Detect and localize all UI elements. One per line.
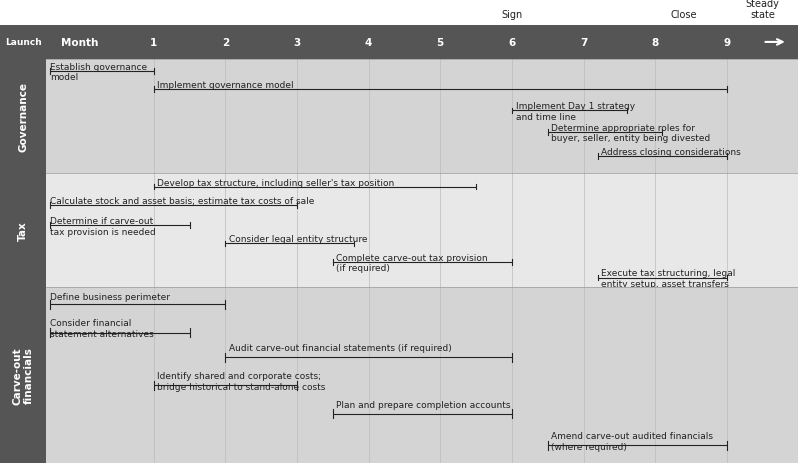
Text: Month: Month <box>61 38 98 48</box>
Text: Consider legal entity structure: Consider legal entity structure <box>229 235 367 244</box>
Text: 6: 6 <box>508 38 515 48</box>
Text: Determine if carve-out
tax provision is needed: Determine if carve-out tax provision is … <box>50 217 156 236</box>
Text: Carve-out
financials: Carve-out financials <box>13 346 34 404</box>
Text: Plan and prepare completion accounts: Plan and prepare completion accounts <box>337 400 511 409</box>
Text: Governance: Governance <box>18 82 28 152</box>
Text: Implement governance model: Implement governance model <box>158 81 294 89</box>
Text: 7: 7 <box>580 38 587 48</box>
Text: 2: 2 <box>222 38 229 48</box>
Text: Audit carve-out financial statements (if required): Audit carve-out financial statements (if… <box>229 344 452 352</box>
Text: Define business perimeter: Define business perimeter <box>50 292 170 301</box>
Text: 8: 8 <box>651 38 658 48</box>
Text: Complete carve-out tax provision
(if required): Complete carve-out tax provision (if req… <box>337 253 488 272</box>
Text: Close: Close <box>670 10 697 20</box>
Text: Amend carve-out audited financials
(where required): Amend carve-out audited financials (wher… <box>551 432 714 450</box>
Text: Tax: Tax <box>18 220 28 240</box>
Text: 1: 1 <box>150 38 158 48</box>
Text: Consider financial
statement alternatives: Consider financial statement alternative… <box>50 319 154 338</box>
Text: Address closing considerations: Address closing considerations <box>602 148 741 156</box>
Text: Calculate stock and asset basis; estimate tax costs of sale: Calculate stock and asset basis; estimat… <box>50 196 314 205</box>
Text: 9: 9 <box>723 38 730 48</box>
Text: Sign: Sign <box>502 10 522 20</box>
Text: Steady
state: Steady state <box>746 0 779 20</box>
Text: Execute tax structuring, legal
entity setup, asset transfers: Execute tax structuring, legal entity se… <box>602 269 736 288</box>
Text: Develop tax structure, including seller's tax position: Develop tax structure, including seller'… <box>158 178 394 187</box>
Text: Determine appropriate roles for
buyer, seller, entity being divested: Determine appropriate roles for buyer, s… <box>551 124 710 143</box>
Text: Establish governance
model: Establish governance model <box>50 63 147 82</box>
Text: 5: 5 <box>437 38 444 48</box>
Text: Identify shared and corporate costs;
bridge historical to stand-alone costs: Identify shared and corporate costs; bri… <box>158 371 326 391</box>
Text: 3: 3 <box>294 38 301 48</box>
Text: Launch: Launch <box>5 38 42 47</box>
Text: 4: 4 <box>365 38 372 48</box>
Text: Implement Day 1 strategy
and time line: Implement Day 1 strategy and time line <box>515 102 634 121</box>
